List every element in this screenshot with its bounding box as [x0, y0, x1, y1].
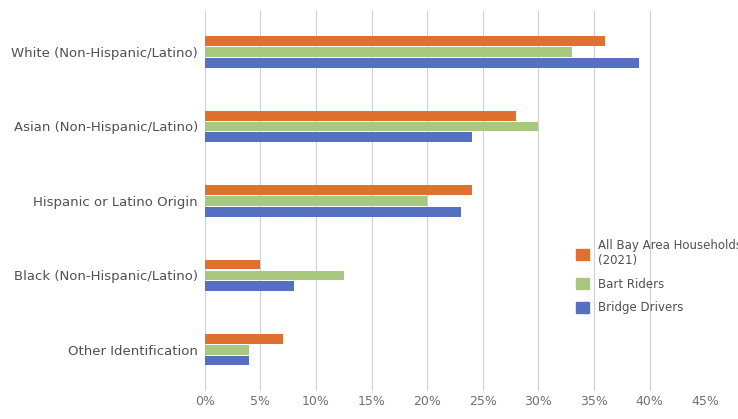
- Bar: [205, 260, 261, 269]
- Bar: [205, 111, 516, 121]
- Bar: [205, 281, 294, 291]
- Bar: [205, 185, 472, 195]
- Bar: [205, 271, 344, 280]
- Bar: [205, 47, 572, 57]
- Bar: [205, 345, 249, 354]
- Legend: All Bay Area Households
(2021), Bart Riders, Bridge Drivers: All Bay Area Households (2021), Bart Rid…: [571, 235, 738, 319]
- Bar: [205, 334, 283, 344]
- Bar: [205, 207, 461, 217]
- Bar: [205, 196, 427, 206]
- Bar: [205, 58, 638, 68]
- Bar: [205, 132, 472, 142]
- Bar: [205, 356, 249, 365]
- Bar: [205, 36, 605, 46]
- Bar: [205, 122, 539, 131]
